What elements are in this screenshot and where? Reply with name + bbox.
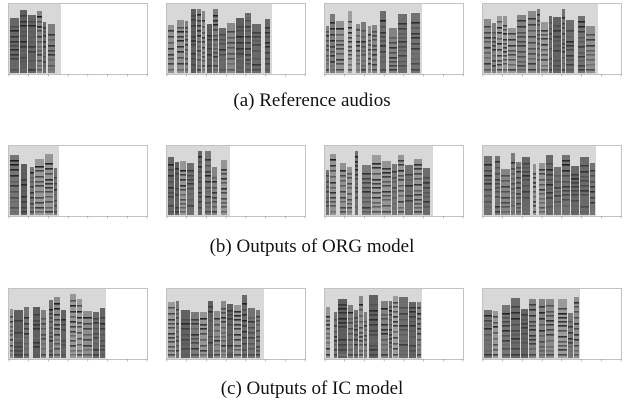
spectrogram-a2 bbox=[166, 3, 306, 77]
spectrogram-image bbox=[482, 145, 622, 219]
spectrogram-a3 bbox=[324, 3, 464, 77]
panel-c: (c) Outputs of IC model bbox=[0, 282, 624, 402]
spectrogram-image bbox=[324, 3, 464, 77]
spectrogram-c3 bbox=[324, 288, 464, 362]
spectrogram-c4 bbox=[482, 288, 622, 362]
spectrogram-content bbox=[9, 289, 106, 359]
panel-b: (b) Outputs of ORG model bbox=[0, 140, 624, 260]
spectrogram-content bbox=[325, 4, 422, 74]
spectrogram-image bbox=[8, 288, 148, 362]
spectrogram-content bbox=[325, 289, 422, 359]
spectrogram-c2 bbox=[166, 288, 306, 362]
spectrogram-row-a bbox=[0, 3, 624, 77]
spectrogram-image bbox=[8, 3, 148, 77]
panel-a: (a) Reference audios bbox=[0, 0, 624, 120]
spectrogram-a4 bbox=[482, 3, 622, 77]
spectrogram-image bbox=[8, 145, 148, 219]
spectrogram-content bbox=[9, 146, 59, 216]
spectrogram-content bbox=[483, 289, 580, 359]
spectrogram-content bbox=[483, 146, 596, 216]
spectrogram-image bbox=[166, 3, 306, 77]
spectrogram-image bbox=[324, 288, 464, 362]
spectrogram-image bbox=[166, 288, 306, 362]
spectrogram-content bbox=[9, 4, 61, 74]
spectrogram-content bbox=[167, 289, 264, 359]
spectrogram-content bbox=[167, 4, 272, 74]
spectrogram-image bbox=[482, 3, 622, 77]
spectrogram-a1 bbox=[8, 3, 148, 77]
spectrogram-c1 bbox=[8, 288, 148, 362]
spectrogram-b2 bbox=[166, 145, 306, 219]
spectrogram-row-b bbox=[0, 145, 624, 219]
spectrogram-content bbox=[483, 4, 598, 74]
spectrogram-b3 bbox=[324, 145, 464, 219]
spectrogram-content bbox=[325, 146, 433, 216]
caption-b: (b) Outputs of ORG model bbox=[209, 236, 415, 257]
caption-a: (a) Reference audios bbox=[233, 90, 391, 111]
spectrogram-row-c bbox=[0, 288, 624, 362]
spectrogram-content bbox=[167, 146, 230, 216]
spectrogram-image bbox=[324, 145, 464, 219]
spectrogram-image bbox=[482, 288, 622, 362]
spectrogram-image bbox=[166, 145, 306, 219]
spectrogram-b4 bbox=[482, 145, 622, 219]
spectrogram-b1 bbox=[8, 145, 148, 219]
caption-c: (c) Outputs of IC model bbox=[220, 378, 404, 399]
